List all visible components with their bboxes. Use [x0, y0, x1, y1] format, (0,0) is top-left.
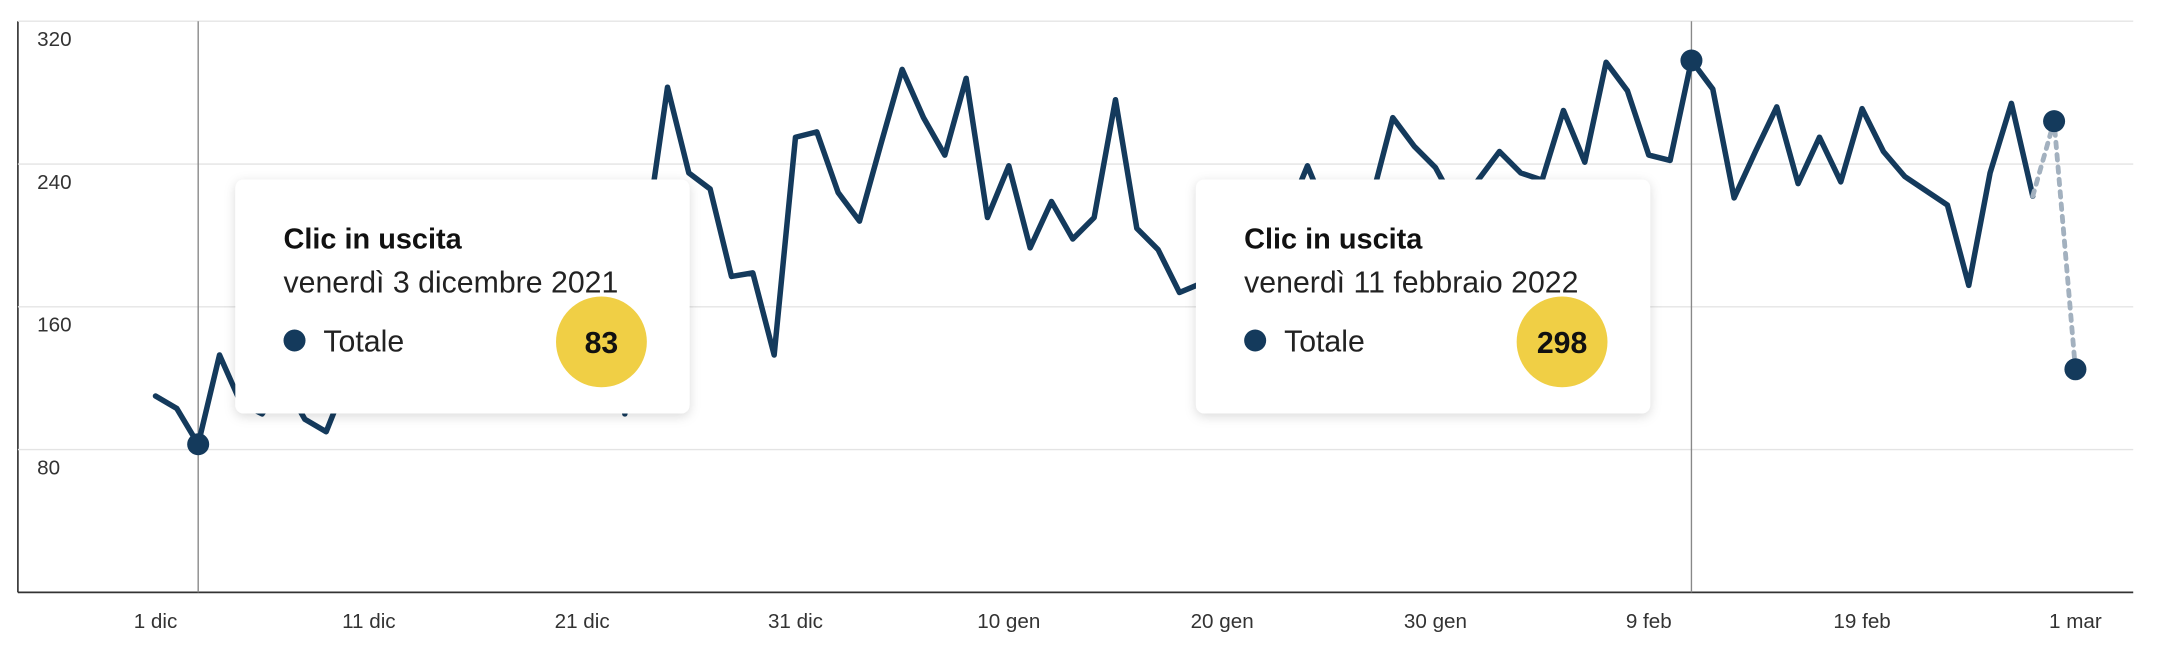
x-tick-label: 30 gen — [1404, 610, 1467, 633]
y-tick-label: 160 — [37, 314, 71, 337]
tooltip-dot — [283, 329, 306, 352]
partial-line — [2030, 118, 2078, 372]
x-tick-label: 10 gen — [977, 610, 1040, 633]
tooltip-date: venerdì 11 febbraio 2022 — [1244, 266, 1578, 299]
tooltip-dot — [1244, 329, 1267, 352]
x-tick-label: 11 dic — [342, 610, 396, 633]
x-tick-label: 1 mar — [2049, 610, 2102, 633]
hover-marker — [187, 433, 210, 456]
y-tick-label: 80 — [37, 456, 60, 479]
x-tick-label: 19 feb — [1833, 610, 1890, 633]
tooltip-series: Totale — [1284, 326, 1365, 359]
point-marker — [2043, 110, 2066, 133]
tooltip-series: Totale — [323, 326, 404, 359]
y-tick-label: 240 — [37, 171, 71, 194]
point-marker — [2064, 358, 2087, 381]
tooltip-value: 298 — [1537, 327, 1588, 360]
y-tick-label: 320 — [37, 28, 71, 51]
tooltip-title: Clic in uscita — [284, 223, 463, 255]
hover-marker — [1680, 49, 1703, 72]
tooltip: Clic in uscita venerdì 3 dicembre 2021 Tot… — [235, 179, 690, 414]
tooltip-badge — [556, 296, 647, 388]
tooltip-title: Clic in uscita — [1244, 223, 1423, 255]
x-tick-label: 20 gen — [1191, 610, 1254, 633]
tooltip: Clic in uscita venerdì 11 febbraio 2022 To… — [1195, 179, 1651, 414]
x-tick-label: 1 dic — [134, 610, 178, 633]
tooltip-date: venerdì 3 dicembre 2021 — [284, 266, 619, 299]
x-tick-label: 9 feb — [1626, 610, 1672, 633]
x-tick-label: 21 dic — [555, 610, 610, 633]
tooltip-badge — [1516, 296, 1608, 388]
tooltip-value: 83 — [585, 327, 619, 360]
x-tick-label: 31 dic — [768, 610, 823, 633]
